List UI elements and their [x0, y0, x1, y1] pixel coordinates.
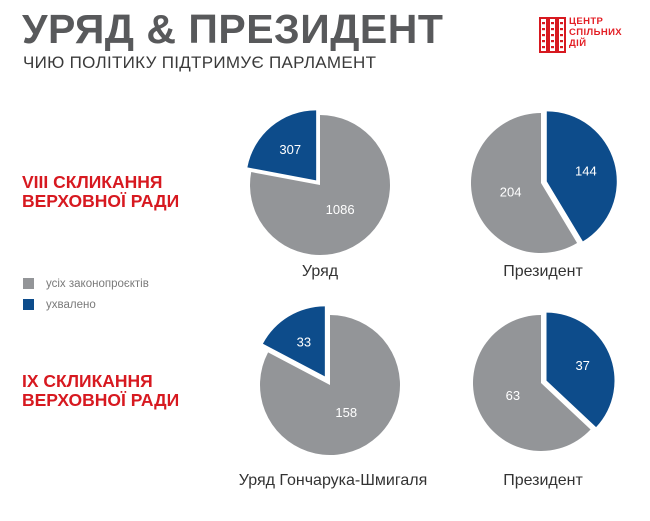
pie-slice-all-president-viii: [470, 112, 578, 253]
pie-value-all-president-ix: 63: [506, 388, 520, 403]
pie-slice-all-government-viii: [250, 115, 390, 255]
pie-title-government-ix: Уряд Гончарука-Шмигаля: [238, 472, 428, 489]
page-subtitle: ЧИЮ ПОЛІТИКУ ПІДТРИМУЄ ПАРЛАМЕНТ: [23, 53, 377, 72]
pie-slice-passed-president-ix: [546, 312, 615, 428]
pie-slice-passed-government-viii: [247, 110, 317, 181]
pie-value-all-government-ix: 158: [335, 405, 357, 420]
pie-title-president-viii: Президент: [503, 263, 583, 280]
legend-item-passed: ухвалено: [23, 294, 149, 315]
pie-value-passed-president-viii: 144: [575, 164, 597, 179]
convocation-viii-label: VIII СКЛИКАННЯ ВЕРХОВНОЇ РАДИ: [22, 172, 180, 211]
pie-title-government-viii: Уряд: [301, 263, 339, 280]
pie-value-all-president-viii: 204: [500, 184, 522, 199]
legend-swatch-blue: [23, 299, 34, 310]
logo-text: ЦЕНТР СПІЛЬНИХ ДІЙ: [569, 16, 623, 49]
convocation-ix-label: IX СКЛИКАННЯ ВЕРХОВНОЇ РАДИ: [22, 371, 180, 410]
logo-mark-icon: [539, 17, 566, 53]
pie-value-passed-government-viii: 307: [279, 142, 301, 157]
pie-value-all-government-viii: 1086: [326, 202, 355, 217]
legend: усіх законопроєктів ухвалено: [23, 273, 149, 315]
legend-item-all: усіх законопроєктів: [23, 273, 149, 294]
page-title: УРЯД & ПРЕЗИДЕНТ: [22, 6, 444, 52]
pie-slice-all-president-ix: [473, 315, 591, 451]
legend-swatch-gray: [23, 278, 34, 289]
pie-value-passed-government-ix: 33: [297, 335, 311, 350]
pie-slice-passed-government-ix: [262, 306, 325, 377]
pie-slice-passed-president-viii: [546, 111, 617, 242]
pie-slice-all-government-ix: [259, 315, 400, 456]
pie-title-president-ix: Президент: [503, 472, 583, 489]
pie-value-passed-president-ix: 37: [575, 358, 589, 373]
